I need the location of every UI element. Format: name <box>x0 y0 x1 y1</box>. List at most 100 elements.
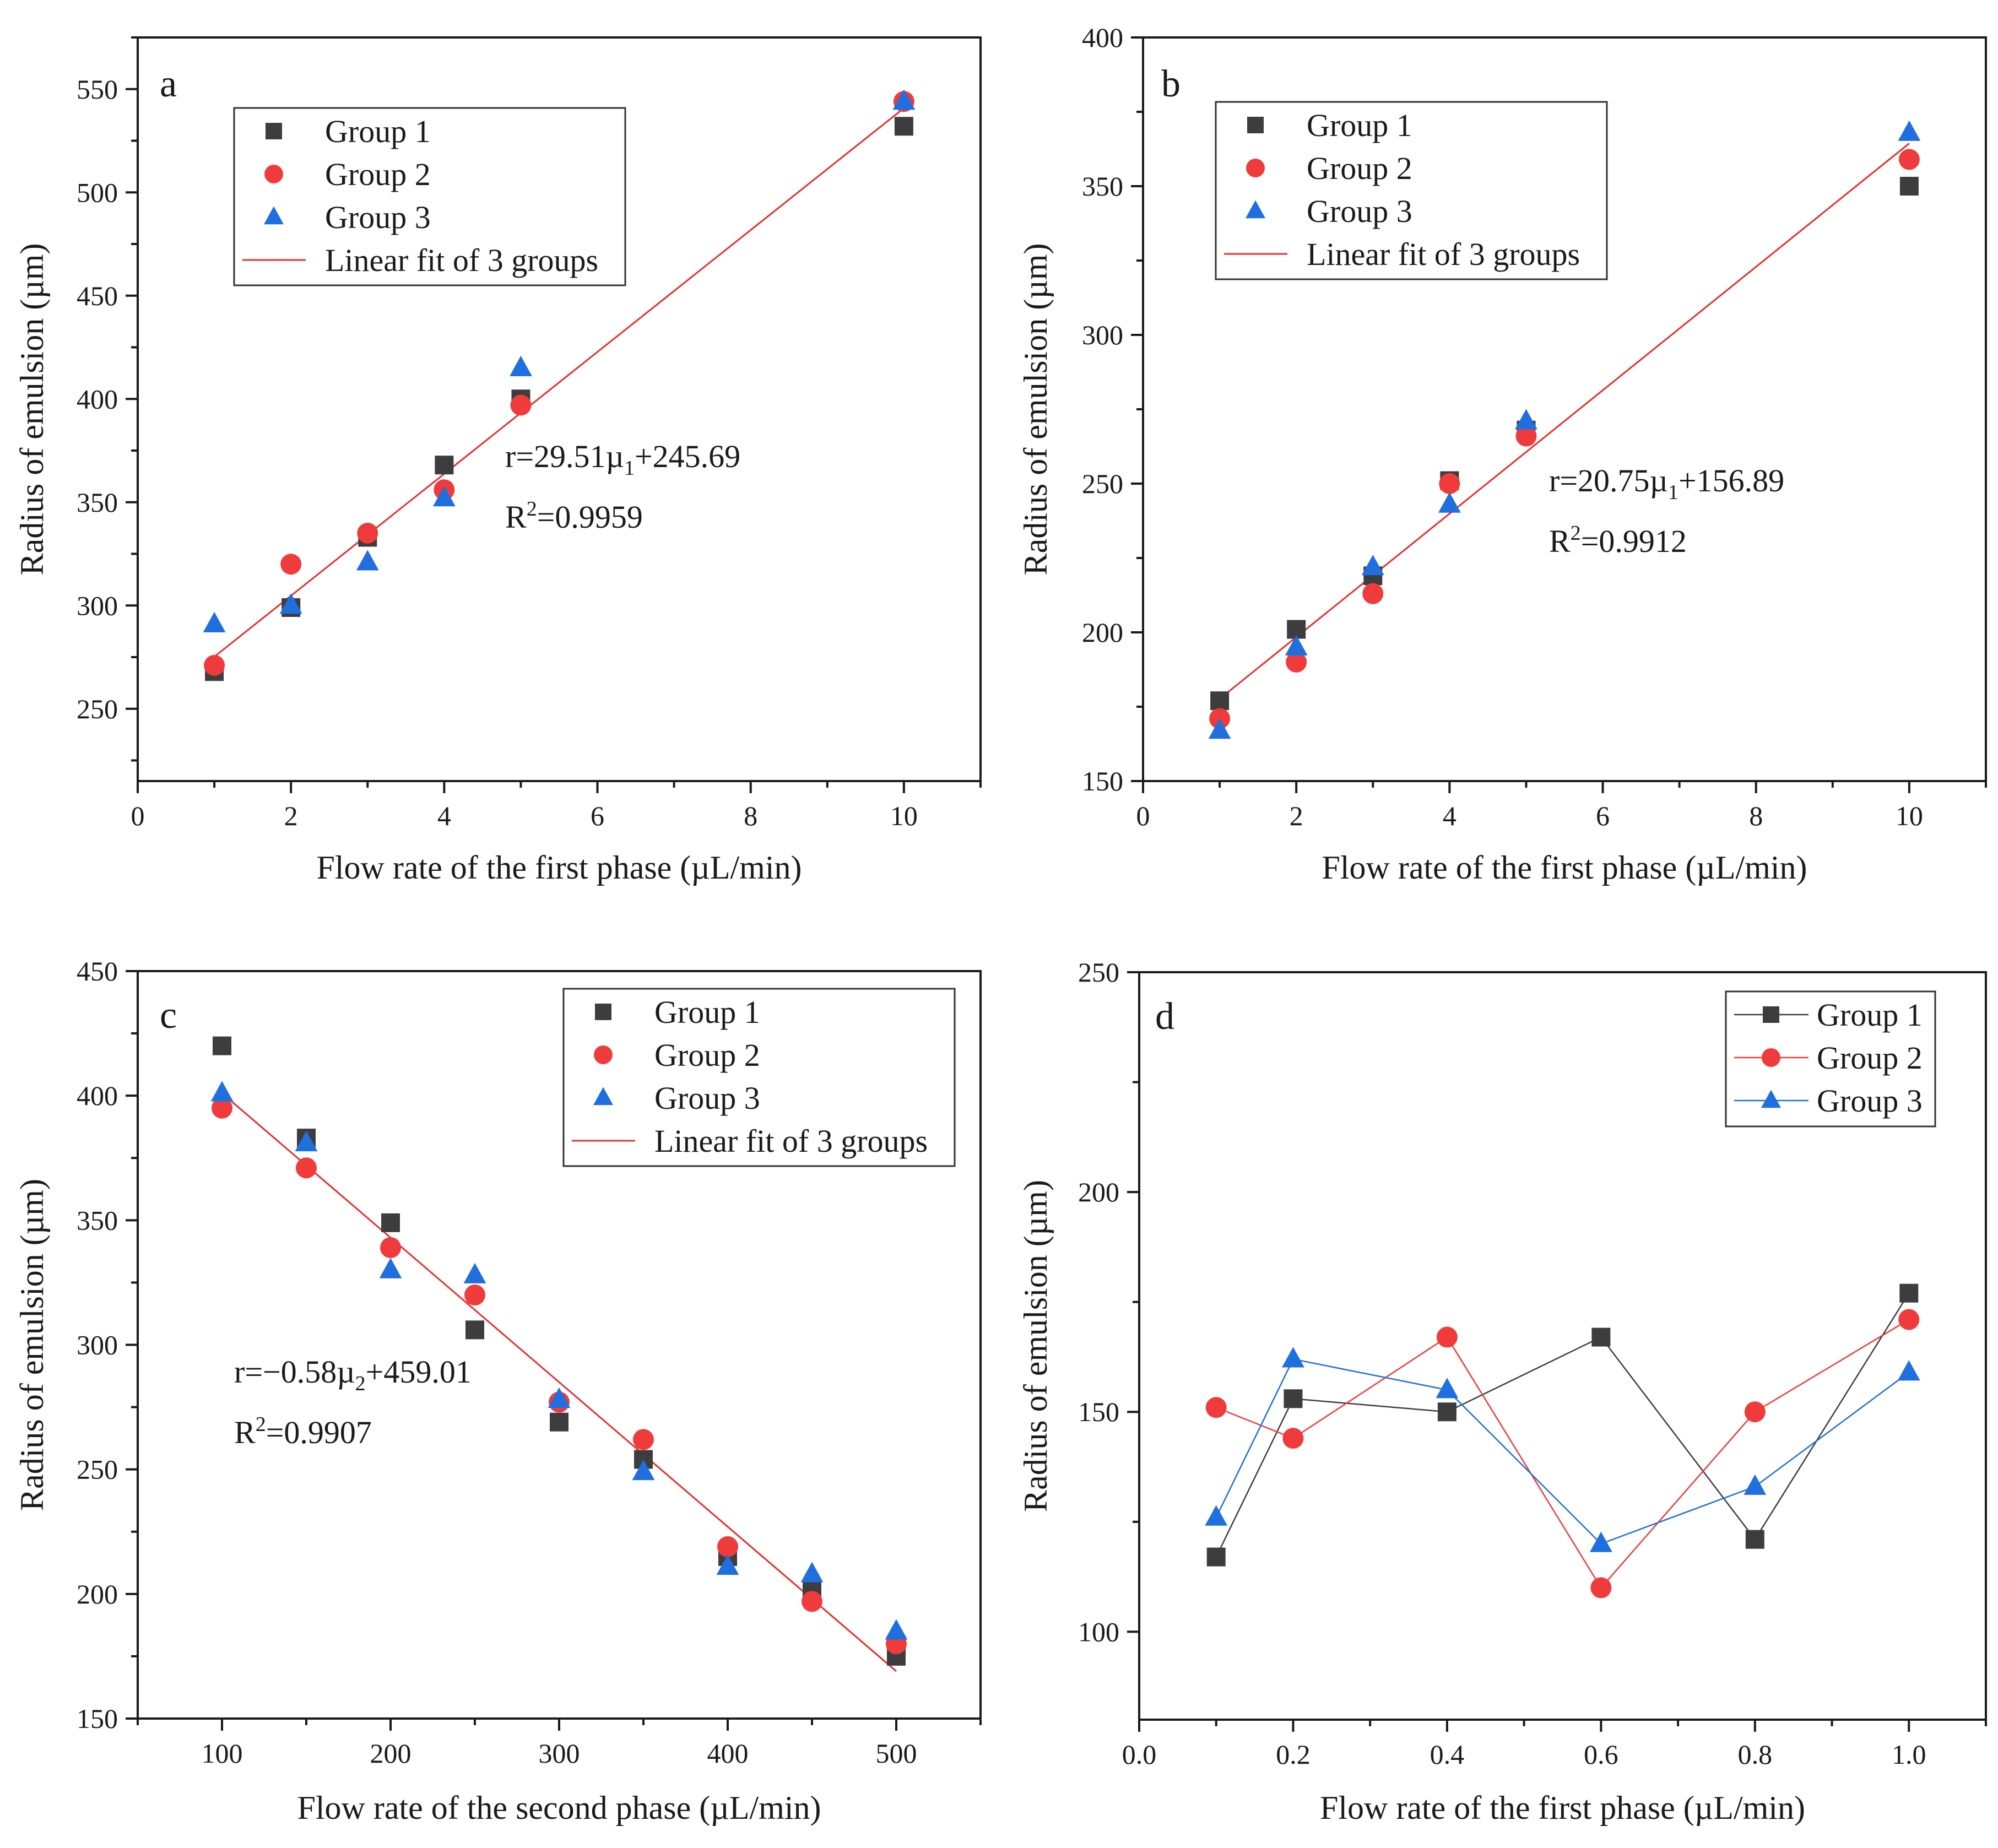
data-point-c-group1 <box>550 1412 568 1432</box>
x-tick-label-c: 500 <box>876 1738 917 1769</box>
y-tick-label-b: 350 <box>1082 171 1123 202</box>
fit-line-a <box>214 107 905 658</box>
y-tick-label-c: 400 <box>77 1080 118 1111</box>
x-tick-label-d: 0.2 <box>1276 1739 1311 1770</box>
series-line-d-group3 <box>1215 1358 1910 1545</box>
data-point-a-group3 <box>432 486 456 507</box>
fit-line-c <box>221 1092 897 1672</box>
data-point-d-group3 <box>1436 1378 1459 1399</box>
legend-marker-group1 <box>1247 117 1264 133</box>
x-axis-title-d: Flow rate of the first phase (µL/min) <box>1320 1790 1805 1826</box>
data-point-d-group2 <box>1744 1401 1766 1423</box>
y-axis-title-c: Radius of emulsion (µm) <box>14 1179 50 1511</box>
y-tick-label-d: 200 <box>1078 1177 1119 1207</box>
legend-marker-group2 <box>264 165 283 183</box>
data-point-c-group2 <box>717 1536 738 1557</box>
fit-line-b <box>1219 143 1910 700</box>
y-tick-label-b: 200 <box>1082 617 1123 648</box>
x-tick-label-a: 8 <box>744 800 757 831</box>
legend-marker-group1 <box>1763 1006 1779 1023</box>
data-point-d-group3 <box>1743 1474 1767 1495</box>
x-tick-label-c: 300 <box>539 1738 580 1769</box>
data-point-c-group3 <box>548 1387 571 1408</box>
y-axis-title-b: Radius of emulsion (µm) <box>1017 243 1054 576</box>
data-point-b-group3 <box>1438 492 1461 513</box>
x-tick-label-c: 100 <box>202 1738 243 1769</box>
x-tick-label-a: 4 <box>437 800 451 831</box>
data-point-b-group3 <box>1515 409 1537 430</box>
y-tick-label-b: 150 <box>1082 766 1123 796</box>
data-point-c-group2 <box>212 1097 232 1119</box>
data-point-b-group2 <box>1898 149 1920 170</box>
x-tick-label-a: 2 <box>284 800 298 831</box>
y-tick-label-a: 550 <box>77 74 118 105</box>
legend-box-c <box>562 988 956 1167</box>
fit-equation-b-rest: +156.89 <box>1678 463 1784 498</box>
data-point-a-group1 <box>435 456 454 475</box>
data-point-c-group1 <box>213 1036 231 1055</box>
legend-marker-group1 <box>266 123 282 139</box>
y-tick-label-a: 250 <box>77 693 118 724</box>
data-point-a-group2 <box>204 655 225 676</box>
data-point-c-group2 <box>296 1157 317 1179</box>
legend-marker-group3 <box>264 206 284 225</box>
panel-letter-a: a <box>160 63 177 105</box>
r2-value-a: R2=0.9959 <box>505 497 643 535</box>
x-tick-label-b: 6 <box>1596 800 1610 831</box>
y-tick-label-d: 150 <box>1078 1396 1119 1427</box>
legend-label-group1: Group 1 <box>1817 997 1923 1033</box>
y-tick-label-c: 450 <box>77 956 118 987</box>
data-point-b-group2 <box>1362 583 1384 604</box>
data-point-d-group3 <box>1589 1531 1612 1552</box>
data-point-c-group3 <box>463 1262 486 1283</box>
chart-panel-d: 0.0 0.2 0.4 0.6 0.8 1.0 100 150 200 250 Flow rate … <box>1017 957 1987 1826</box>
data-point-d-group2 <box>1282 1428 1304 1449</box>
fit-equation-b-index: 1 <box>1668 481 1678 504</box>
data-point-b-group3 <box>1208 718 1231 739</box>
y-tick-label-a: 300 <box>77 590 118 621</box>
legend-label-fit: Linear fit of 3 groups <box>325 242 598 278</box>
data-point-c-group3 <box>210 1081 234 1102</box>
x-tick-label-d: 0.6 <box>1584 1739 1618 1770</box>
data-point-a-group2 <box>357 523 378 544</box>
data-point-b-group3 <box>1285 635 1308 655</box>
legend-label-group2: Group 2 <box>1817 1040 1923 1076</box>
legend-d: Group 1 Group 2 Group 3 <box>1725 990 1936 1128</box>
fit-equation-b: r=20.75µ1+156.89 <box>1549 463 1784 504</box>
r2-value-a-rest: =0.9959 <box>537 499 643 535</box>
legend-marker-group1 <box>595 1004 611 1020</box>
legend-box-b <box>1215 101 1608 280</box>
data-point-b-group1 <box>1210 691 1230 711</box>
data-point-d-group1 <box>1284 1389 1303 1408</box>
data-point-b-group2 <box>1515 425 1537 447</box>
data-point-c-group2 <box>633 1429 654 1450</box>
y-tick-label-c: 350 <box>77 1205 118 1235</box>
data-point-d-group1 <box>1591 1327 1611 1347</box>
data-point-d-group3 <box>1205 1505 1228 1526</box>
data-point-c-group3 <box>632 1460 655 1481</box>
series-line-d-group1 <box>1215 1293 1910 1558</box>
x-tick-label-a: 6 <box>591 800 604 831</box>
data-point-c-group2 <box>380 1237 401 1259</box>
legend-box-d <box>1725 990 1936 1128</box>
x-tick-label-d: 0.0 <box>1122 1739 1157 1770</box>
data-point-d-group2 <box>1436 1326 1458 1348</box>
data-point-c-group1 <box>465 1320 484 1340</box>
x-tick-label-b: 4 <box>1443 800 1456 831</box>
x-tick-label-c: 400 <box>707 1738 749 1769</box>
data-point-d-group1 <box>1206 1547 1226 1567</box>
x-tick-label-b: 8 <box>1749 800 1763 831</box>
data-point-c-group1 <box>381 1213 400 1232</box>
r2-value-c-main: R <box>234 1415 256 1450</box>
fit-equation-c-main: r=−0.58µ <box>234 1354 355 1390</box>
legend-marker-group3 <box>593 1087 613 1105</box>
x-axis-title-c: Flow rate of the second phase (µL/min) <box>297 1790 821 1826</box>
panel-letter-d: d <box>1155 995 1174 1038</box>
y-tick-label-d: 250 <box>1078 957 1119 988</box>
legend-label-group3: Group 3 <box>654 1080 760 1116</box>
legend-c: Group 1 Group 2 Group 3 Linear fit of 3 gro… <box>562 988 956 1167</box>
r2-value-a-main: R <box>505 499 527 535</box>
r2-value-c: R2=0.9907 <box>234 1413 372 1450</box>
data-point-b-group2 <box>1286 652 1307 673</box>
data-point-d-group3 <box>1897 1360 1920 1381</box>
